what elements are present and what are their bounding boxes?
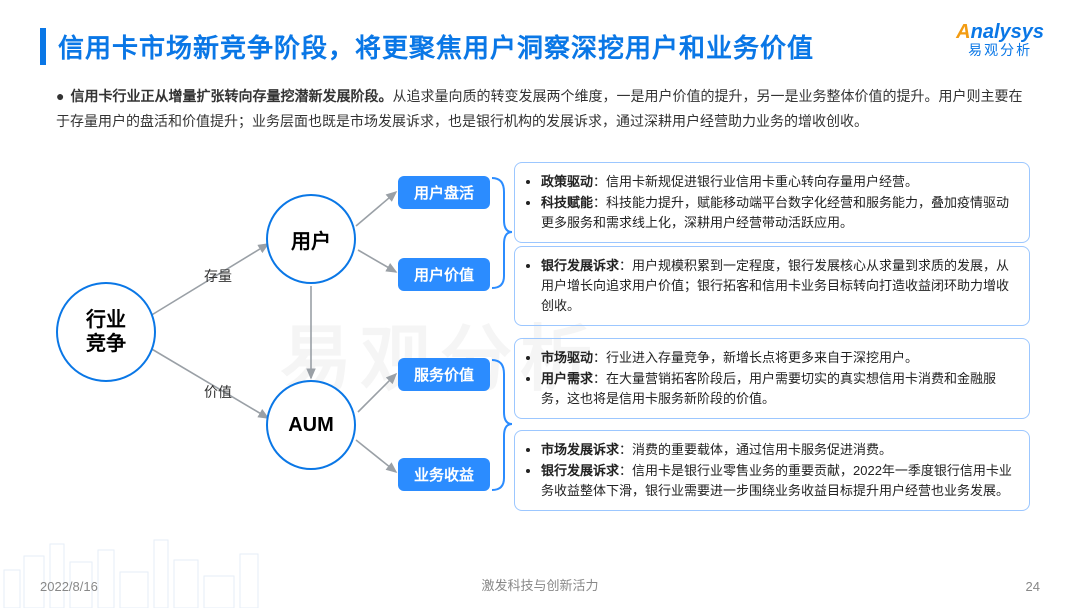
desc-item-text: ：消费的重要载体，通过信用卡服务促进消费。 [619, 442, 892, 457]
footer-caption: 激发科技与创新活力 [0, 575, 1080, 594]
desc-item-key: 政策驱动 [541, 174, 593, 189]
desc-item: 银行发展诉求：信用卡是银行业零售业务的重要贡献，2022年一季度银行信用卡业务收… [541, 461, 1017, 501]
tag-biz-revenue: 业务收益 [398, 458, 490, 491]
desc-item-text: ：行业进入存量竞争，新增长点将更多来自于深挖用户。 [593, 350, 918, 365]
desc-item-key: 银行发展诉求 [541, 463, 619, 478]
logo-cn: 易观分析 [956, 43, 1044, 58]
node-aum-label: AUM [288, 414, 334, 437]
desc-item-text: ：信用卡新规促进银行业信用卡重心转向存量用户经营。 [593, 174, 918, 189]
desc-item-text: ：科技能力提升，赋能移动端平台数字化经营和服务能力，叠加疫情驱动更多服务和需求线… [541, 195, 1009, 230]
brand-logo: Analysys 易观分析 [956, 22, 1044, 58]
intro-paragraph: ●信用卡行业正从增量扩张转向存量挖潜新发展阶段。从追求量向质的转变发展两个维度，… [56, 84, 1036, 133]
desc-item-key: 市场发展诉求 [541, 442, 619, 457]
tag-user-value: 用户价值 [398, 258, 490, 291]
edge-label-root-user: 存量 [204, 266, 232, 286]
desc-item-key: 银行发展诉求 [541, 258, 619, 273]
desc-item: 市场驱动：行业进入存量竞争，新增长点将更多来自于深挖用户。 [541, 348, 1017, 368]
edge-label-root-aum: 价值 [204, 382, 232, 402]
skyline-decoration [0, 526, 320, 608]
desc-box-1: 政策驱动：信用卡新规促进银行业信用卡重心转向存量用户经营。科技赋能：科技能力提升… [514, 162, 1030, 243]
footer-page-number: 24 [1026, 579, 1040, 594]
desc-item-key: 科技赋能 [541, 195, 593, 210]
logo-rest: nalysys [971, 21, 1044, 43]
diagram: 行业竞争 用户 AUM 存量 价值 用户盘活 用户价值 服务价值 业务收益 政策… [46, 158, 1034, 548]
logo-letter: A [956, 21, 970, 43]
node-root: 行业竞争 [56, 282, 156, 382]
desc-item: 银行发展诉求：用户规模积累到一定程度，银行发展核心从求量到求质的发展，从用户增长… [541, 256, 1017, 316]
desc-item: 市场发展诉求：消费的重要载体，通过信用卡服务促进消费。 [541, 440, 1017, 460]
desc-item-text: ：在大量营销拓客阶段后，用户需要切实的真实想信用卡消费和金融服务，这也将是信用卡… [541, 371, 996, 406]
node-aum: AUM [266, 380, 356, 470]
desc-item: 政策驱动：信用卡新规促进银行业信用卡重心转向存量用户经营。 [541, 172, 1017, 192]
desc-box-4: 市场发展诉求：消费的重要载体，通过信用卡服务促进消费。银行发展诉求：信用卡是银行… [514, 430, 1030, 511]
desc-box-2: 银行发展诉求：用户规模积累到一定程度，银行发展核心从求量到求质的发展，从用户增长… [514, 246, 1030, 326]
desc-item: 科技赋能：科技能力提升，赋能移动端平台数字化经营和服务能力，叠加疫情驱动更多服务… [541, 193, 1017, 233]
desc-item-key: 用户需求 [541, 371, 593, 386]
intro-bold: 信用卡行业正从增量扩张转向存量挖潜新发展阶段。 [70, 88, 392, 104]
node-user-label: 用户 [291, 225, 331, 254]
tag-user-activate: 用户盘活 [398, 176, 490, 209]
desc-item-key: 市场驱动 [541, 350, 593, 365]
node-root-label: 行业竞争 [86, 308, 126, 356]
node-user: 用户 [266, 194, 356, 284]
tag-service-value: 服务价值 [398, 358, 490, 391]
bullet-icon: ● [56, 88, 64, 104]
page-title: 信用卡市场新竞争阶段，将更聚焦用户洞察深挖用户和业务价值 [40, 28, 814, 65]
desc-item: 用户需求：在大量营销拓客阶段后，用户需要切实的真实想信用卡消费和金融服务，这也将… [541, 369, 1017, 409]
desc-box-3: 市场驱动：行业进入存量竞争，新增长点将更多来自于深挖用户。用户需求：在大量营销拓… [514, 338, 1030, 419]
